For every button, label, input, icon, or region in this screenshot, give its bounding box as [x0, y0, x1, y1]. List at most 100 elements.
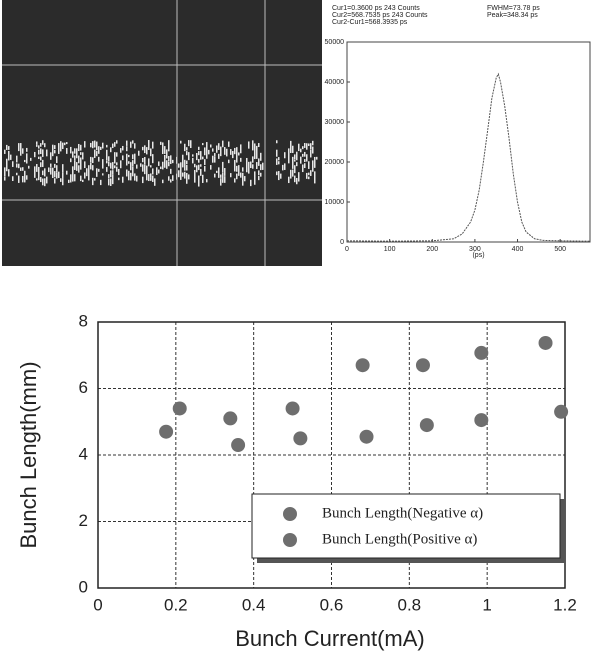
streak-dot — [126, 141, 128, 146]
streak-dot — [108, 162, 110, 166]
streak-dot — [70, 158, 72, 162]
y-tick-label: 2 — [79, 511, 88, 530]
streak-dot — [26, 148, 28, 152]
streak-dot — [242, 173, 244, 176]
streak-dot — [222, 164, 224, 168]
streak-dot — [128, 173, 130, 177]
streak-dot — [132, 154, 134, 159]
streak-dot — [144, 165, 146, 168]
streak-dot — [100, 147, 102, 150]
streak-dot — [232, 151, 234, 158]
streak-dot — [192, 154, 194, 156]
streak-dot — [310, 145, 312, 148]
streak-dot — [34, 166, 36, 171]
streak-dot — [314, 157, 316, 164]
streak-dot — [112, 144, 114, 148]
streak-dot — [192, 158, 194, 163]
streak-dot — [128, 161, 130, 164]
streak-dot — [306, 173, 308, 179]
streak-dot — [90, 163, 92, 170]
streak-dot — [216, 171, 218, 173]
streak-dot — [246, 166, 248, 172]
x-tick-label: 400 — [512, 246, 524, 253]
streak-dot — [10, 156, 12, 160]
streak-dot — [236, 174, 238, 180]
streak-dot — [158, 161, 160, 165]
y-tick-label: 50000 — [325, 39, 345, 46]
streak-dot — [198, 147, 200, 150]
streak-dot — [38, 145, 40, 148]
streak-dot — [114, 165, 116, 168]
streak-dot — [96, 171, 98, 177]
annotation: Cur2=568.7535 ps 243 Counts — [332, 12, 428, 19]
streak-dot — [252, 145, 254, 151]
streak-dot — [294, 176, 296, 183]
streak-dot — [276, 140, 278, 143]
streak-dot — [92, 141, 94, 148]
streak-dot — [12, 176, 14, 181]
annotation: Cur1=0.3600 ps 243 Counts — [332, 5, 420, 12]
streak-dot — [228, 160, 230, 163]
streak-dot — [40, 157, 42, 161]
streak-dot — [260, 164, 262, 170]
x-axis-label: (ps) — [472, 252, 484, 259]
streak-dot — [126, 154, 128, 162]
streak-dot — [42, 149, 44, 157]
streak-dot — [304, 143, 306, 148]
streak-dot — [196, 165, 198, 172]
streak-dot — [54, 178, 56, 183]
streak-dot — [58, 143, 60, 147]
streak-dot — [142, 177, 144, 183]
streak-dot — [94, 178, 96, 180]
streak-dot — [316, 157, 318, 160]
streak-dot — [168, 144, 170, 151]
streak-dot — [228, 142, 230, 146]
streak-dot — [218, 169, 220, 172]
streak-dot — [190, 140, 192, 148]
annotation: Peak=348.34 ps — [487, 12, 538, 19]
legend-label: Bunch Length(Positive α) — [322, 531, 477, 547]
streak-dot — [132, 160, 134, 166]
x-tick-label: 200 — [426, 246, 438, 253]
streak-dot — [172, 160, 174, 163]
streak-dot — [28, 166, 30, 169]
streak-dot — [250, 180, 252, 186]
streak-dot — [198, 165, 200, 170]
streak-dot — [34, 171, 36, 178]
streak-dot — [152, 168, 154, 174]
streak-dot — [72, 151, 74, 157]
streak-dot — [8, 169, 10, 176]
streak-dot — [130, 162, 132, 168]
streak-dot — [302, 146, 304, 149]
streak-dot — [234, 165, 236, 172]
streak-dot — [168, 176, 170, 180]
streak-dot — [44, 143, 46, 147]
streak-dot — [74, 155, 76, 160]
streak-dot — [118, 178, 120, 181]
streak-dot — [212, 148, 214, 151]
data-point — [159, 425, 173, 439]
streak-dot — [116, 168, 118, 172]
streak-dot — [178, 170, 180, 177]
streak-dot — [6, 159, 8, 167]
streak-dot — [30, 158, 32, 161]
streak-dot — [6, 166, 8, 171]
streak-dot — [276, 158, 278, 163]
streak-dot — [300, 157, 302, 164]
streak-dot — [230, 173, 232, 177]
streak-dot — [92, 157, 94, 163]
streak-dot — [102, 162, 104, 169]
streak-dot — [52, 172, 54, 178]
streak-dot — [58, 172, 60, 178]
streak-dot — [218, 154, 220, 159]
streak-dot — [188, 140, 190, 144]
streak-dot — [302, 154, 304, 157]
streak-dot — [194, 164, 196, 167]
streak-dot — [62, 179, 64, 186]
streak-dot — [16, 163, 18, 167]
streak-dot — [130, 173, 132, 181]
streak-dot — [194, 170, 196, 176]
streak-dot — [196, 153, 198, 155]
streak-dot — [180, 162, 182, 166]
streak-dot — [238, 165, 240, 172]
